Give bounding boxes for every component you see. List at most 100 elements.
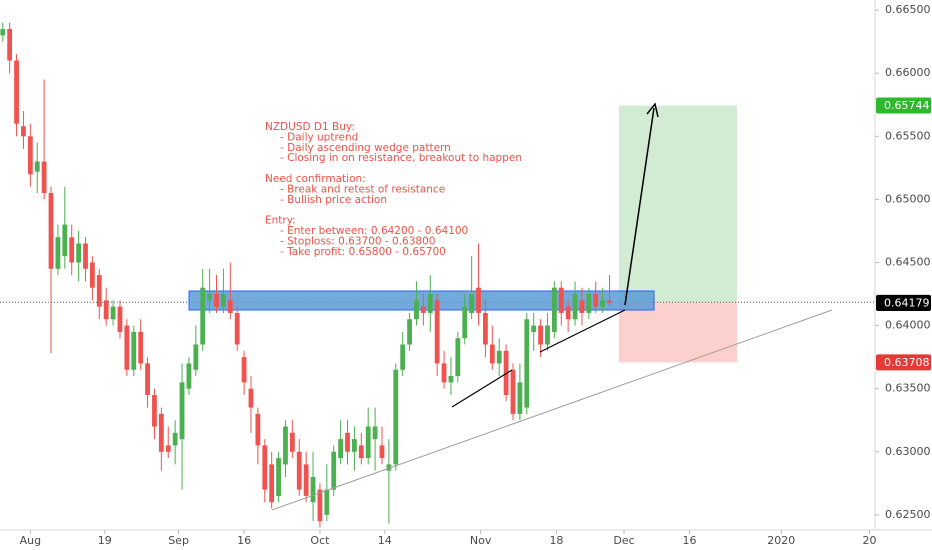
candle-body	[221, 294, 226, 307]
candle-body	[89, 262, 95, 288]
candle-body	[76, 243, 82, 263]
candle-body	[207, 294, 213, 301]
y-tick-label: 0.64500	[885, 255, 931, 268]
candle-body	[531, 325, 537, 332]
y-tick-label: 0.63500	[885, 382, 931, 395]
y-tick-label: 0.66000	[885, 66, 931, 79]
candle-body	[186, 363, 192, 389]
candle-body	[483, 312, 488, 345]
candle-body	[289, 432, 295, 452]
candle-body	[200, 287, 206, 345]
candle-body	[600, 300, 606, 307]
candle-body	[227, 300, 233, 313]
candle-body	[110, 306, 116, 320]
candle-body	[103, 300, 109, 320]
candle-body	[152, 394, 157, 427]
candle-body	[469, 294, 475, 313]
price-label-box	[876, 97, 931, 114]
candle-body	[593, 294, 599, 307]
trend-line	[271, 309, 833, 511]
candle-body	[496, 350, 502, 364]
note-item: - Take profit: 0.65800 - 0.65700	[280, 246, 446, 258]
candle-body	[55, 237, 61, 269]
candle-body	[538, 325, 543, 345]
price-label: 0.64179	[884, 296, 930, 309]
candle-body	[283, 426, 288, 465]
stop-zone	[619, 302, 737, 363]
x-tick-label: 14	[378, 534, 392, 547]
candle-body	[262, 445, 268, 490]
candle-body	[462, 306, 468, 339]
candle-body	[214, 294, 219, 307]
candle-body	[117, 306, 123, 332]
wedge-line	[539, 309, 626, 353]
candle-body	[545, 325, 550, 345]
y-tick-label: 0.64000	[885, 319, 931, 332]
candle-body	[393, 369, 399, 465]
candle-body	[14, 60, 19, 124]
candle-body	[358, 445, 364, 459]
candle-body	[62, 224, 68, 257]
candle-body	[476, 287, 481, 313]
candle-body	[352, 439, 357, 452]
candle-body	[296, 451, 302, 490]
price-label-box	[876, 354, 931, 371]
candle-body	[158, 413, 164, 452]
candle-body	[41, 161, 47, 194]
candle-body	[386, 464, 392, 471]
candles	[0, 22, 612, 528]
x-tick-label: Nov	[470, 534, 492, 547]
x-tick-label: 18	[549, 534, 563, 547]
candle-body	[345, 432, 350, 452]
price-label: 0.65744	[884, 99, 930, 112]
candle-body	[124, 325, 130, 370]
candle-body	[551, 287, 557, 332]
labels: 0.62500 0.63000 0.63500 0.64000 0.64500 0.650…	[20, 3, 931, 547]
x-tick-label: Dec	[613, 534, 634, 547]
drawings-under	[0, 105, 875, 363]
candle-body	[131, 331, 137, 370]
candle-body	[524, 319, 530, 408]
candle-body	[455, 338, 461, 377]
x-tick-label: 19	[98, 534, 112, 547]
candle-body	[145, 363, 150, 395]
candle-body	[27, 136, 33, 175]
x-tick-label: Sep	[168, 534, 189, 547]
candle-body	[96, 275, 102, 307]
candle-body	[565, 306, 571, 320]
candle-body	[21, 126, 26, 137]
candle-body	[303, 464, 309, 496]
candle-body	[607, 300, 612, 303]
arrow-head	[646, 102, 659, 118]
wedge-line	[451, 369, 513, 408]
candle-body	[7, 29, 13, 61]
candle-body	[138, 331, 144, 364]
candle-body	[331, 451, 337, 490]
candle-body	[427, 294, 433, 313]
candle-body	[420, 306, 426, 313]
candle-body	[34, 161, 40, 172]
candle-body	[586, 294, 592, 313]
note-item: - Break and retest of resistance	[280, 183, 445, 195]
candle-body	[255, 413, 261, 446]
y-tick-label: 0.63000	[885, 445, 931, 458]
candle-body	[69, 237, 75, 263]
candle-body	[317, 489, 323, 522]
candle-body	[517, 382, 523, 414]
note-heading: NZDUSD D1 Buy:	[265, 121, 355, 133]
candle-body	[324, 489, 330, 515]
note-item: - Bullish price action	[280, 194, 387, 206]
candle-body	[234, 312, 240, 345]
candle-body	[510, 369, 516, 414]
candle-body	[165, 445, 171, 452]
candle-body	[489, 344, 495, 364]
price-label: 0.63708	[884, 356, 930, 369]
candle-body	[407, 319, 412, 345]
note-item: - Daily uptrend	[280, 131, 358, 143]
note-item: - Stoploss: 0.63700 - 0.63800	[280, 235, 435, 247]
candle-body	[338, 439, 344, 459]
x-tick-label: 2020	[767, 534, 795, 547]
candle-body	[503, 350, 509, 395]
candle-body	[441, 363, 447, 383]
